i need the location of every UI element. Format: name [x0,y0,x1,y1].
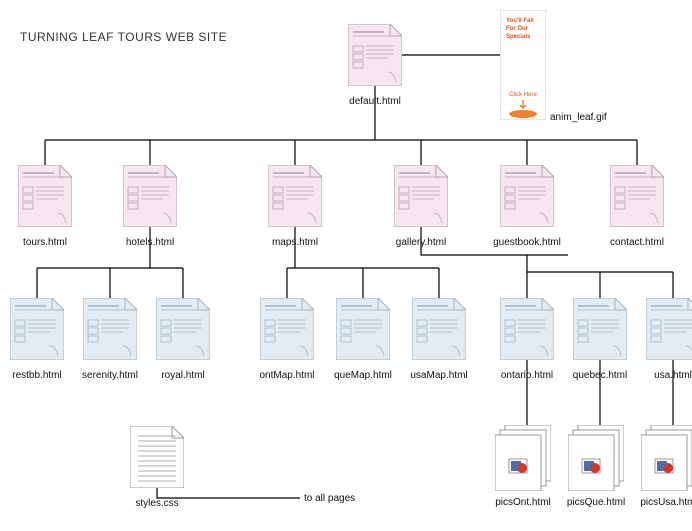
label-anim: anim_leaf.gif [550,112,607,123]
node-styles [130,426,184,493]
node-usaMap [412,298,466,365]
node-serenity [83,298,137,365]
node-quebec [573,298,627,365]
label-tours: tours.html [23,237,67,248]
node-picsOnt [495,425,551,496]
node-ontMap [260,298,314,365]
node-royal [156,298,210,365]
label-gallery: gallery.html [396,237,446,248]
node-gallery [394,165,448,232]
node-hotels [123,165,177,232]
label-picsUsa: picsUsa.html [640,497,692,508]
svg-text:Specials: Specials [506,34,531,40]
node-queMap [336,298,390,365]
svg-text:You'll Fall: You'll Fall [506,18,534,24]
label-ontMap: ontMap.html [259,370,314,381]
label-queMap: queMap.html [334,370,392,381]
node-picsUsa [641,425,692,496]
label-quebec: quebec.html [573,370,627,381]
label-guestbook: guestbook.html [493,237,561,248]
label-default: default.html [349,96,401,107]
node-tours [18,165,72,232]
label-restbb: restbb.html [12,370,61,381]
node-maps [268,165,322,232]
label-usaMap: usaMap.html [410,370,467,381]
label-royal: royal.html [161,370,204,381]
node-guestbook [500,165,554,232]
label-ontario: ontario.html [501,370,553,381]
label-picsOnt: picsOnt.html [495,497,551,508]
node-restbb [10,298,64,365]
label-styles: styles.css [135,498,178,509]
node-anim: You'll Fall For Our Specials Click Here [500,10,546,125]
svg-text:Click Here: Click Here [509,92,537,98]
node-default [348,24,402,91]
node-contact [610,165,664,232]
diagram-title: TURNING LEAF TOURS WEB SITE [20,30,227,44]
svg-text:For Our: For Our [506,26,529,32]
css-note: to all pages [304,493,355,504]
label-contact: contact.html [610,237,664,248]
label-usa: usa.html [654,370,692,381]
label-picsQue: picsQue.html [567,497,625,508]
node-usa [646,298,692,365]
node-picsQue [568,425,624,496]
label-serenity: serenity.html [82,370,138,381]
node-ontario [500,298,554,365]
label-maps: maps.html [272,237,318,248]
label-hotels: hotels.html [126,237,174,248]
